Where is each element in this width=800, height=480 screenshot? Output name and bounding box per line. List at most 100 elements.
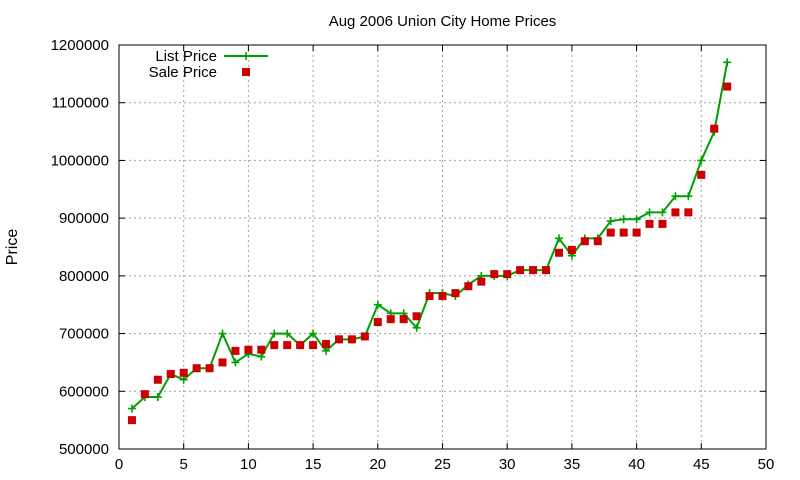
list-price-point <box>658 208 667 217</box>
sale-price-point <box>412 312 421 321</box>
y-tick-label: 1200000 <box>51 37 109 54</box>
sale-price-point <box>153 375 162 384</box>
sale-price-point <box>464 282 473 291</box>
x-tick-label: 10 <box>240 456 257 473</box>
list-price-point <box>309 329 318 338</box>
sale-price-point <box>567 245 576 254</box>
legend-label: Sale Price <box>149 64 217 81</box>
sale-price-point <box>710 124 719 133</box>
list-price-point <box>231 358 240 367</box>
chart-title: Aug 2006 Union City Home Prices <box>329 13 557 30</box>
x-tick-label: 20 <box>369 456 386 473</box>
sale-price-point <box>632 228 641 237</box>
axis-ticks: 0 5 10 15 20 25 30 35 40 45 50 500000 600000 700000 80… <box>51 37 775 473</box>
list-price-point <box>270 329 279 338</box>
y-tick-label: 1000000 <box>51 152 109 169</box>
sale-price-point <box>503 270 512 279</box>
series-list-price <box>127 58 732 413</box>
list-price-point <box>619 215 628 224</box>
sale-price-point <box>438 292 447 301</box>
y-tick-label: 800000 <box>59 268 109 285</box>
sale-price-point <box>386 315 395 324</box>
sale-price-point <box>231 346 240 355</box>
y-tick-label: 500000 <box>59 441 109 458</box>
list-price-point <box>218 329 227 338</box>
sale-price-point <box>322 339 331 348</box>
x-tick-label: 15 <box>305 456 322 473</box>
legend-label: List Price <box>155 48 217 65</box>
list-price-point <box>697 156 706 165</box>
y-tick-label: 900000 <box>59 210 109 227</box>
sale-price-point <box>619 228 628 237</box>
list-price-point <box>554 234 563 243</box>
sale-price-point <box>166 369 175 378</box>
sale-price-point <box>477 277 486 286</box>
sale-price-point <box>179 368 188 377</box>
sale-price-point <box>593 237 602 246</box>
list-price-point <box>373 300 382 309</box>
sale-price-point <box>399 315 408 324</box>
sale-price-point <box>671 208 680 217</box>
x-tick-label: 45 <box>693 456 710 473</box>
list-price-point <box>412 323 421 332</box>
list-price-point <box>645 208 654 217</box>
x-tick-label: 25 <box>434 456 451 473</box>
list-price-point <box>127 404 136 413</box>
sale-price-point <box>244 345 253 354</box>
sale-price-point <box>645 219 654 228</box>
sale-price-point <box>205 364 214 373</box>
x-tick-label: 50 <box>758 456 775 473</box>
sale-price-point <box>697 170 706 179</box>
list-price-point <box>606 217 615 226</box>
list-price-point <box>153 393 162 402</box>
list-price-point <box>723 58 732 67</box>
list-price-point <box>632 215 641 224</box>
sale-price-point <box>270 341 279 350</box>
legend-marker <box>242 68 250 76</box>
list-price-point <box>671 192 680 201</box>
sale-price-point <box>309 341 318 350</box>
list-price-point <box>322 346 331 355</box>
list-price-point <box>684 192 693 201</box>
sale-price-point <box>529 266 538 275</box>
sale-price-point <box>192 364 201 373</box>
sale-price-point <box>542 266 551 275</box>
y-tick-label: 600000 <box>59 383 109 400</box>
list-price-point <box>283 329 292 338</box>
sale-price-point <box>658 219 667 228</box>
x-tick-label: 35 <box>564 456 581 473</box>
x-tick-label: 30 <box>499 456 516 473</box>
sale-price-point <box>425 292 434 301</box>
sale-price-point <box>347 335 356 344</box>
sale-price-point <box>516 266 525 275</box>
sale-price-point <box>606 228 615 237</box>
y-tick-label: 700000 <box>59 326 109 343</box>
sale-price-point <box>218 358 227 367</box>
sale-price-point <box>373 318 382 327</box>
x-tick-label: 5 <box>180 456 188 473</box>
legend-marker <box>242 52 250 60</box>
series-sale-price <box>127 82 732 425</box>
sale-price-point <box>451 289 460 298</box>
sale-price-point <box>580 237 589 246</box>
sale-price-point <box>283 341 292 350</box>
sale-price-point <box>723 82 732 91</box>
sale-price-point <box>257 345 266 354</box>
sale-price-point <box>296 341 305 350</box>
grid-lines <box>119 45 766 449</box>
sale-price-point <box>127 416 136 425</box>
data-series <box>127 58 732 425</box>
y-tick-label: 1100000 <box>52 95 109 112</box>
sale-price-point <box>684 208 693 217</box>
x-tick-label: 40 <box>628 456 645 473</box>
list-price-point <box>179 375 188 384</box>
sale-price-point <box>554 248 563 257</box>
sale-price-point <box>334 335 343 344</box>
sale-price-point <box>140 390 149 399</box>
y-axis-label: Price <box>4 229 21 266</box>
sale-price-point <box>360 332 369 341</box>
sale-price-point <box>490 270 499 279</box>
